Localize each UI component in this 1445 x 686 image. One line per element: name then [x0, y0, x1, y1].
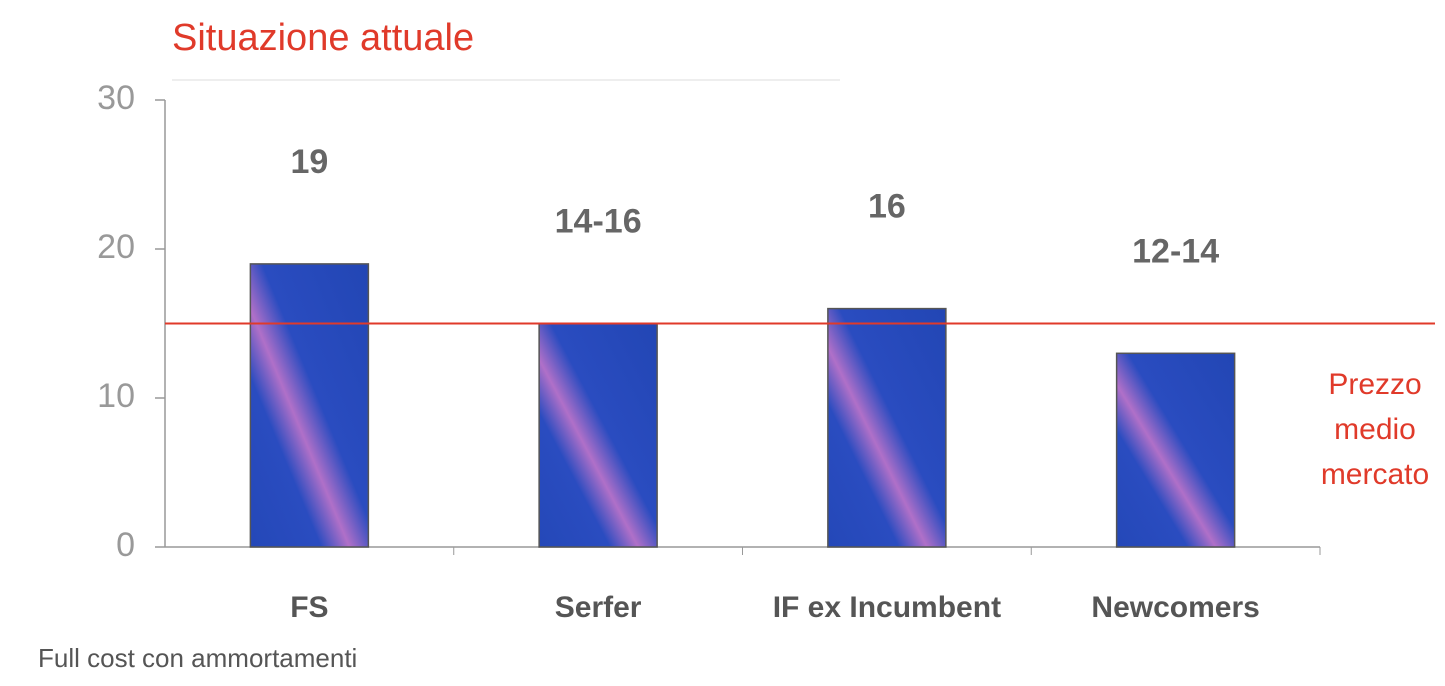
chart-title: Situazione attuale — [172, 17, 474, 59]
footnote: Full cost con ammortamenti — [38, 643, 357, 673]
x-tick-label: IF ex Incumbent — [773, 591, 1001, 624]
bar — [1115, 352, 1236, 548]
value-label: 19 — [290, 143, 328, 181]
value-label: 14-16 — [555, 202, 642, 240]
bar — [249, 263, 370, 548]
value-label: 12-14 — [1132, 232, 1219, 270]
value-label: 16 — [868, 188, 906, 226]
x-tick-label: FS — [290, 591, 328, 624]
x-tick-label: Serfer — [555, 591, 642, 624]
y-tick-label: 10 — [97, 377, 135, 415]
reference-label: mercato — [1321, 458, 1429, 491]
bar — [538, 322, 658, 548]
bar — [827, 307, 947, 548]
x-tick-label: Newcomers — [1091, 591, 1259, 624]
y-tick-label: 30 — [97, 79, 135, 117]
reference-label: medio — [1334, 413, 1416, 446]
reference-label: Prezzo — [1328, 368, 1421, 401]
y-tick-label: 20 — [97, 228, 135, 266]
y-tick-label: 0 — [116, 526, 135, 564]
